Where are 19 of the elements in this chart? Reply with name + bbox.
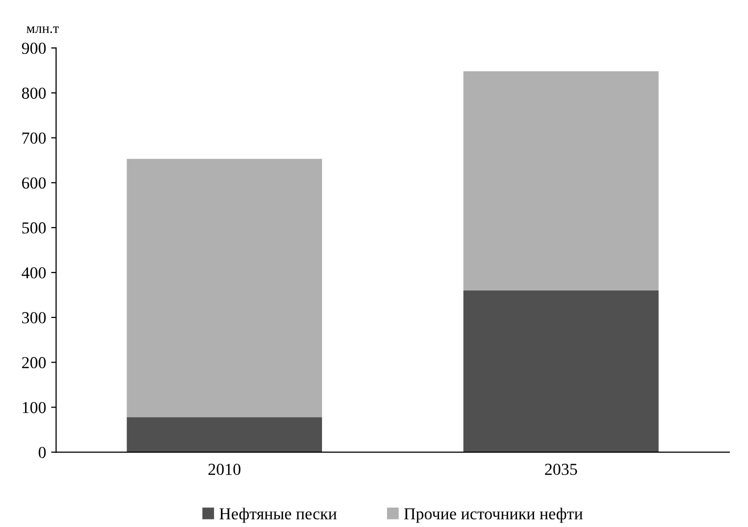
y-tick-label: 900 — [22, 42, 46, 54]
y-tick-label: 300 — [22, 312, 46, 324]
x-tick-label: 2035 — [545, 464, 578, 476]
y-tick-label: 600 — [22, 177, 46, 189]
x-tick-label: 2010 — [208, 464, 240, 476]
y-tick-label: 400 — [22, 267, 46, 278]
y-axis-title: млн.т — [26, 26, 59, 34]
y-tick-label: 500 — [22, 222, 46, 234]
y-tick-label: 200 — [22, 357, 46, 368]
bar — [463, 290, 659, 452]
y-tick-label: 700 — [22, 132, 46, 144]
y-tick-label: 0 — [38, 446, 46, 458]
legend-label: Нефтяные пески — [220, 508, 337, 523]
bar — [126, 158, 322, 418]
y-tick-label: 800 — [22, 88, 46, 99]
y-tick-label: 100 — [22, 402, 46, 414]
bar — [126, 417, 322, 452]
bar — [463, 71, 659, 290]
legend-label: Прочие источники нефти — [404, 508, 583, 523]
